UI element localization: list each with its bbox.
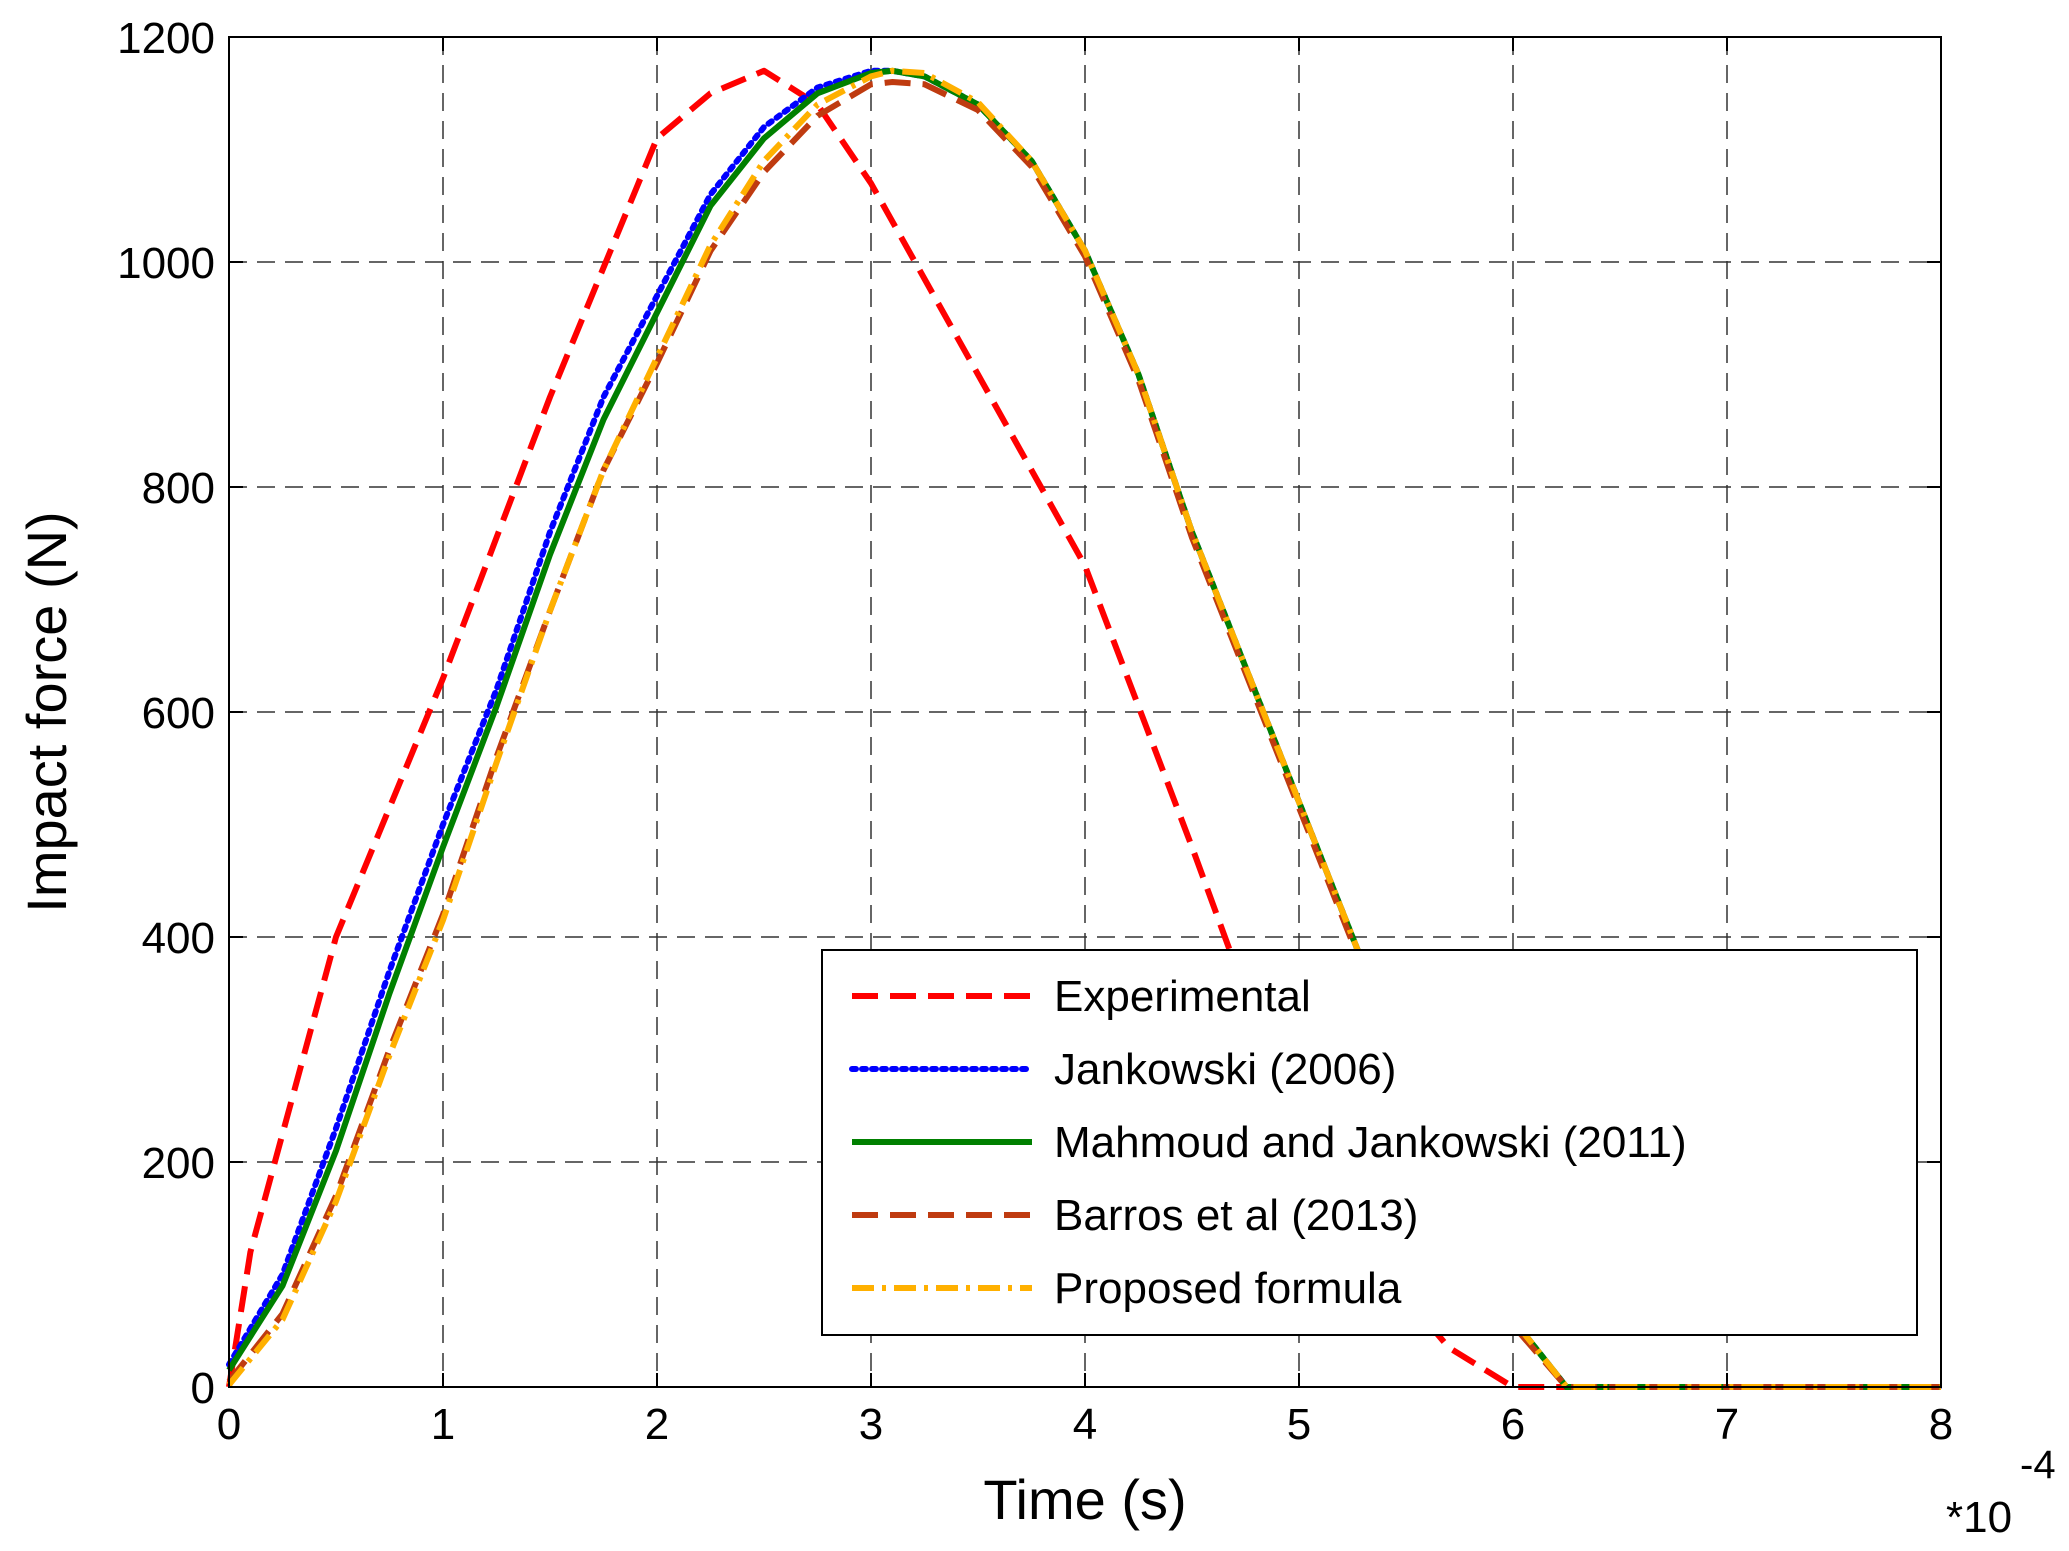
y-axis: 0 200 400 600 800 1000 1200	[117, 14, 1941, 1413]
legend-label-5: Proposed formula	[1054, 1264, 1402, 1313]
y-tick-label: 0	[191, 1364, 215, 1413]
y-tick-label: 400	[142, 914, 215, 963]
x-tick-label: 3	[859, 1400, 883, 1449]
x-axis-title: Time (s)	[983, 1468, 1186, 1531]
legend-label-4: Barros et al (2013)	[1054, 1191, 1418, 1240]
legend-label-2: Jankowski (2006)	[1054, 1045, 1396, 1094]
x-axis-multiplier-exponent: -4	[2020, 1443, 2056, 1487]
x-tick-label: 5	[1287, 1400, 1311, 1449]
x-tick-label: 6	[1501, 1400, 1525, 1449]
x-axis: 0 1 2 3 4 5 6 7 8	[217, 37, 1953, 1449]
legend: Experimental Jankowski (2006) Mahmoud and …	[821, 949, 1918, 1336]
x-tick-label: 8	[1929, 1400, 1953, 1449]
x-tick-label: 7	[1715, 1400, 1739, 1449]
x-tick-label: 4	[1073, 1400, 1097, 1449]
legend-label-1: Experimental	[1054, 972, 1311, 1021]
y-tick-label: 600	[142, 689, 215, 738]
x-tick-label: 1	[431, 1400, 455, 1449]
y-tick-label: 1000	[117, 239, 215, 288]
y-tick-label: 1200	[117, 14, 215, 63]
y-axis-title: Impact force (N)	[15, 511, 78, 912]
x-axis-multiplier: *10	[1946, 1493, 2012, 1542]
legend-label-3: Mahmoud and Jankowski (2011)	[1054, 1118, 1687, 1167]
series-line-1	[226, 67, 1941, 1390]
y-tick-label: 800	[142, 464, 215, 513]
x-tick-label: 2	[645, 1400, 669, 1449]
y-tick-label: 200	[142, 1139, 215, 1188]
x-tick-label: 0	[217, 1400, 241, 1449]
